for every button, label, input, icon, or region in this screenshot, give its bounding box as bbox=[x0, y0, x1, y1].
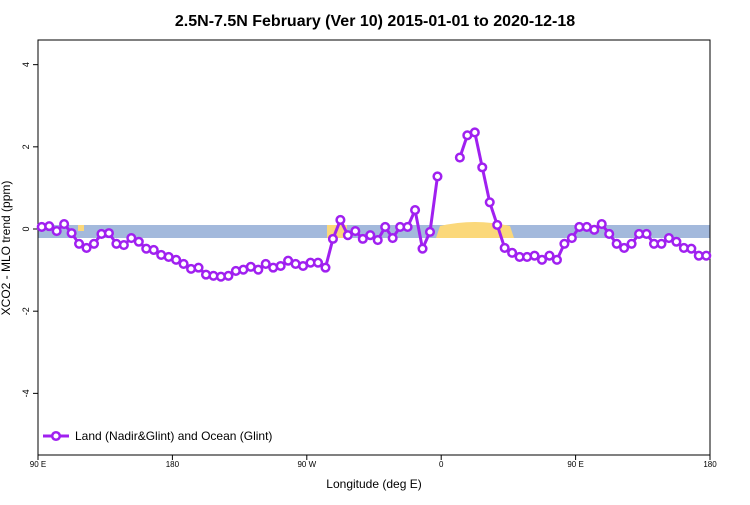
data-point bbox=[656, 238, 667, 249]
data-point bbox=[701, 250, 712, 261]
ocean-band bbox=[38, 225, 710, 238]
y-tick-label: -4 bbox=[21, 389, 31, 397]
data-point bbox=[193, 262, 204, 273]
data-point bbox=[417, 243, 428, 254]
x-tick-label: 90 E bbox=[567, 460, 583, 469]
data-point bbox=[81, 242, 92, 253]
data-point bbox=[312, 257, 324, 268]
data-point bbox=[663, 232, 674, 244]
data-point bbox=[387, 232, 398, 244]
legend: Land (Nadir&Glint) and Ocean (Glint) bbox=[43, 429, 272, 443]
data-point bbox=[350, 226, 361, 237]
x-tick-label: 180 bbox=[703, 460, 717, 469]
x-tick-label: 90 W bbox=[297, 460, 316, 469]
land-band bbox=[78, 225, 84, 231]
data-point bbox=[74, 238, 85, 249]
data-point bbox=[454, 152, 465, 163]
plot-frame bbox=[37, 39, 711, 456]
data-point bbox=[103, 228, 114, 239]
data-point bbox=[357, 233, 368, 244]
data-point bbox=[171, 254, 182, 265]
data-point bbox=[410, 205, 421, 216]
data-point bbox=[469, 127, 480, 138]
y-tick-label: 2 bbox=[21, 144, 31, 149]
x-tick-label: 180 bbox=[166, 460, 180, 469]
data-point bbox=[671, 236, 682, 247]
data-point bbox=[432, 171, 443, 182]
data-point bbox=[477, 162, 488, 173]
data-point bbox=[126, 232, 137, 244]
y-tick-label: -2 bbox=[21, 307, 31, 315]
legend-label: Land (Nadir&Glint) and Ocean (Glint) bbox=[75, 429, 272, 443]
data-point bbox=[507, 247, 518, 258]
x-tick-label: 0 bbox=[439, 460, 444, 469]
data-point bbox=[253, 264, 264, 275]
y-tick-label: 0 bbox=[21, 227, 31, 232]
data-point bbox=[492, 219, 503, 230]
data-point bbox=[342, 230, 353, 241]
data-point bbox=[66, 228, 77, 239]
data-point bbox=[544, 250, 555, 261]
data-point bbox=[327, 233, 338, 244]
data-point bbox=[604, 228, 615, 239]
data-point bbox=[559, 238, 570, 249]
data-point bbox=[529, 250, 540, 261]
y-tick-label: 4 bbox=[21, 62, 31, 67]
data-point bbox=[320, 262, 331, 273]
data-point bbox=[499, 242, 510, 253]
chart-title: 2.5N-7.5N February (Ver 10) 2015-01-01 t… bbox=[175, 13, 575, 30]
x-tick-label: 90 E bbox=[30, 460, 46, 469]
data-point bbox=[335, 214, 346, 226]
data-point bbox=[148, 244, 159, 256]
data-point bbox=[44, 221, 55, 232]
data-point bbox=[641, 228, 652, 239]
x-axis-label: Longitude (deg E) bbox=[326, 477, 421, 491]
data-point bbox=[365, 230, 376, 241]
data-point bbox=[178, 258, 189, 269]
data-point bbox=[626, 238, 637, 249]
data-point bbox=[380, 221, 391, 233]
legend-marker bbox=[50, 430, 62, 442]
y-axis-label: XCO2 - MLO trend (ppm) bbox=[0, 181, 13, 316]
data-point bbox=[372, 235, 383, 246]
data-point bbox=[51, 226, 62, 237]
data-point bbox=[551, 254, 562, 265]
data-point bbox=[536, 254, 548, 265]
data-point bbox=[619, 242, 630, 253]
data-point bbox=[118, 239, 129, 251]
data-point bbox=[402, 221, 413, 233]
data-point bbox=[223, 270, 234, 281]
data-point bbox=[59, 219, 70, 230]
data-point bbox=[686, 243, 697, 254]
data-point bbox=[566, 232, 577, 244]
data-point bbox=[589, 224, 600, 235]
data-point bbox=[424, 226, 436, 237]
data-point bbox=[275, 260, 286, 272]
data-point bbox=[260, 258, 271, 269]
data-point bbox=[596, 219, 607, 230]
data-point bbox=[484, 197, 495, 208]
data-point bbox=[611, 238, 622, 249]
data-point bbox=[133, 236, 144, 247]
data-point bbox=[88, 238, 100, 249]
